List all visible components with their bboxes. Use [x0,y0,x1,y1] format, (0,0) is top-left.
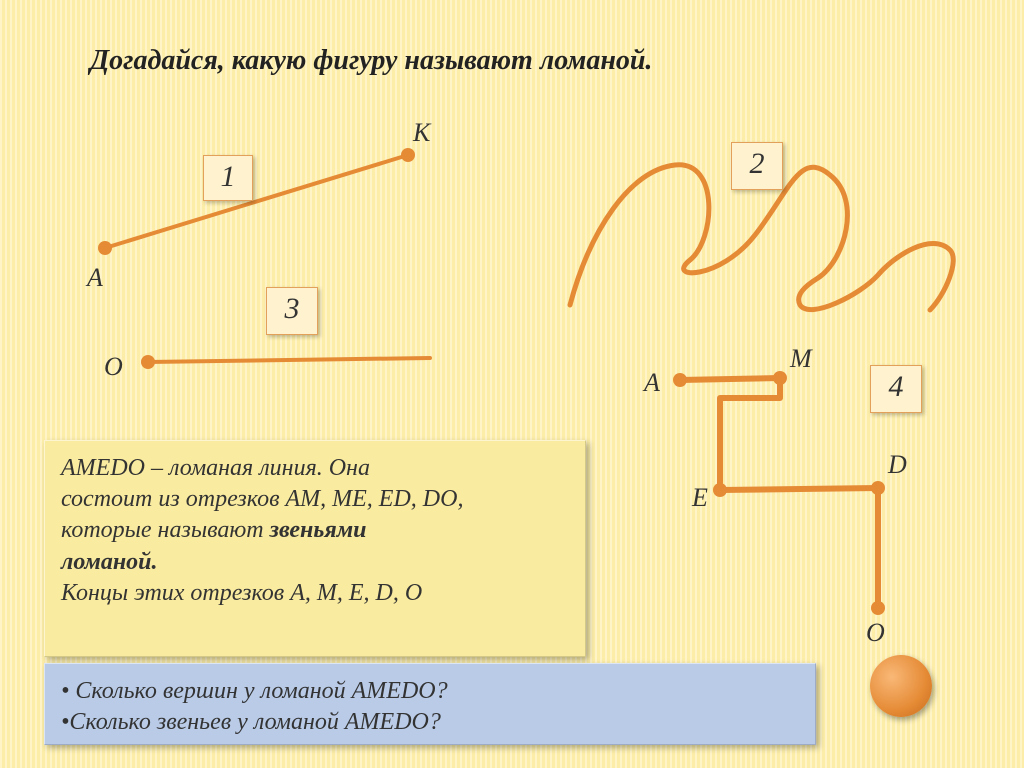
q2: Сколько звеньев у ломаной АМЕDО? [69,709,440,735]
explanation-box: АМЕDО – ломаная линия. Она состоит из от… [44,440,586,657]
label-A-fig1: А [87,263,103,293]
label-K-fig1: К [413,118,430,148]
yb-line1: АМЕDО – ломаная линия. Она [61,455,370,481]
figure-number-2: 2 [731,142,783,190]
decorative-ball [870,655,932,717]
label-O-fig4: О [866,618,885,648]
label-E-fig4: Е [692,483,708,513]
label-D-fig4: D [888,450,907,480]
yb-line3a: которые называют [61,517,270,543]
figure-number-4: 4 [870,365,922,413]
q1: Сколько вершин у ломаной АМЕDО? [69,678,447,704]
yb-line5: Концы этих отрезков А, М, Е, D, О [61,580,422,606]
yb-line3b: звеньями [270,517,367,543]
yb-line2: состоит из отрезков АМ, МЕ, ЕD, DО, [61,486,463,512]
label-A-fig4: А [644,368,660,398]
yb-line4b: ломаной. [61,549,158,575]
label-O-fig3: О [104,352,123,382]
label-M-fig4: М [790,344,812,374]
figure-number-1: 1 [203,155,253,201]
figure-number-3: 3 [266,287,318,335]
questions-box: • Сколько вершин у ломаной АМЕDО? •Сколь… [44,663,816,745]
